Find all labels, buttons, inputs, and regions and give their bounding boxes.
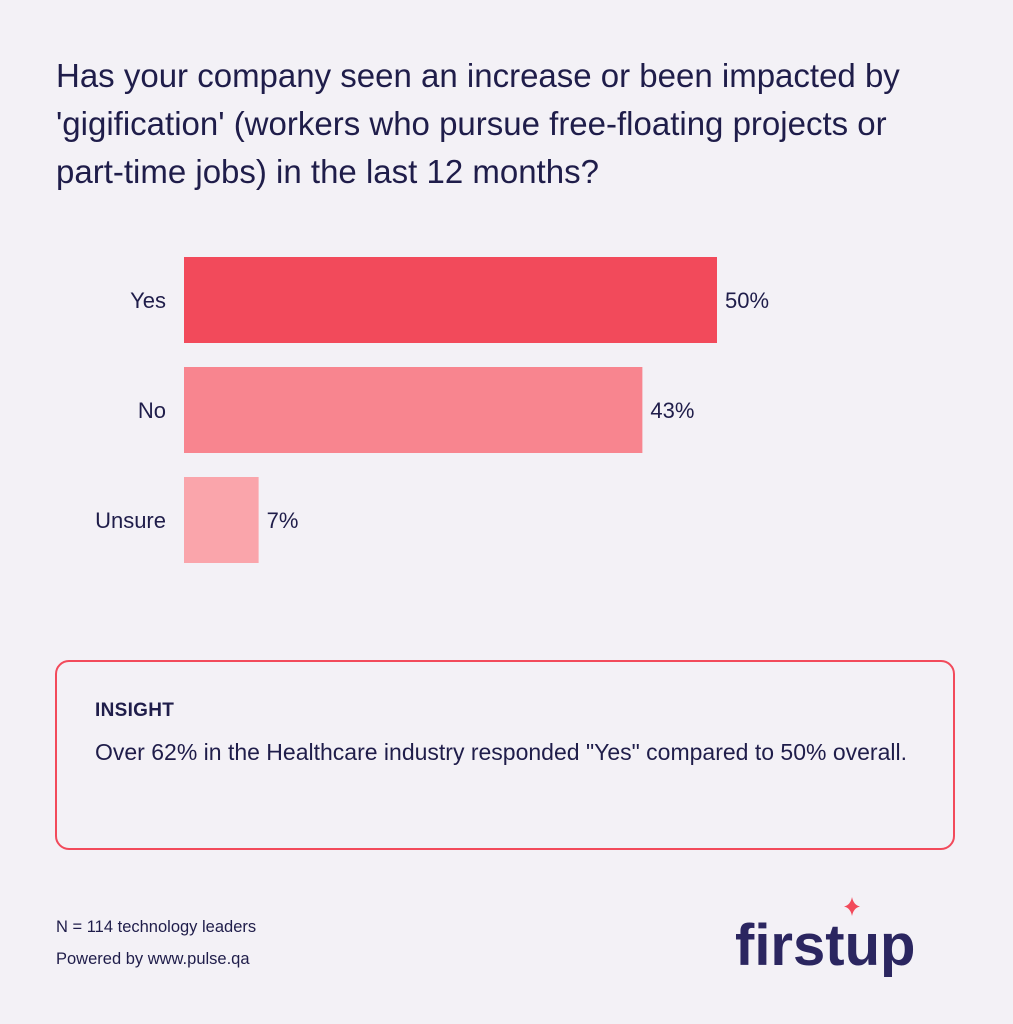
firstup-logo: firstup — [735, 897, 915, 978]
value-label-yes: 50% — [725, 288, 769, 313]
bar-chart: Yes 50% No 43% Unsure 7% — [95, 257, 769, 563]
insight-box: INSIGHT Over 62% in the Healthcare indus… — [55, 660, 955, 850]
insight-heading: INSIGHT — [95, 700, 175, 721]
bar-no — [184, 367, 643, 453]
category-label-no: No — [138, 398, 166, 423]
value-label-unsure: 7% — [267, 508, 299, 533]
sparkle-icon — [844, 897, 860, 916]
bar-yes — [184, 257, 717, 343]
logo-wordmark: firstup — [735, 913, 915, 978]
insight-text: Over 62% in the Healthcare industry resp… — [95, 739, 907, 765]
chart-title: Has your company seen an increase or bee… — [56, 57, 900, 190]
category-label-unsure: Unsure — [95, 508, 166, 533]
powered-by-note: Powered by www.pulse.qa — [56, 950, 250, 968]
sample-size-note: N = 114 technology leaders — [56, 918, 257, 936]
value-label-no: 43% — [650, 398, 694, 423]
category-label-yes: Yes — [130, 288, 166, 313]
bar-unsure — [184, 477, 259, 563]
